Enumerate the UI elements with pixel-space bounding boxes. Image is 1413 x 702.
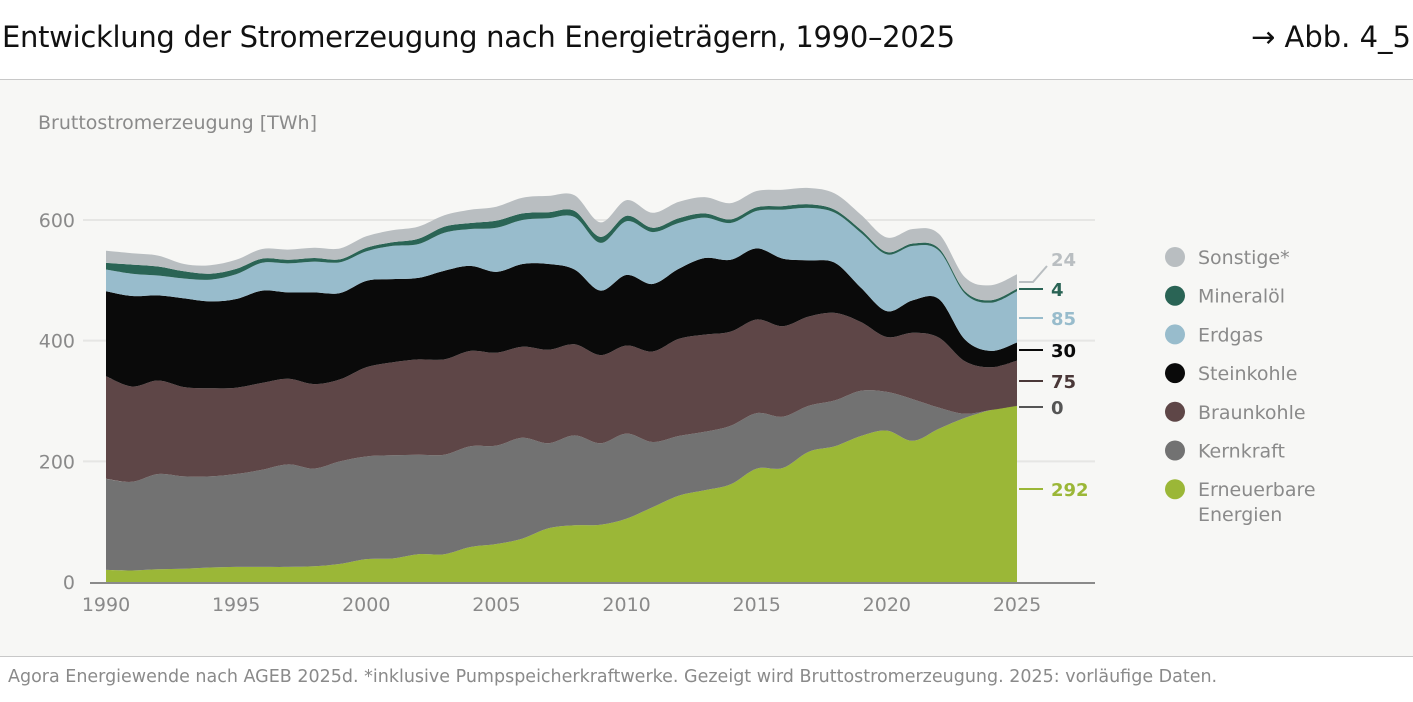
x-tick-label: 2015: [733, 594, 781, 616]
end-label: 85: [1051, 309, 1076, 330]
area-steinkohle: [106, 248, 1017, 389]
y-axis-title: Bruttostromerzeugung [TWh]: [38, 112, 317, 134]
end-label: 75: [1051, 372, 1076, 393]
legend-swatch: [1165, 285, 1185, 306]
end-label: 24: [1051, 250, 1076, 271]
legend-swatch: [1165, 247, 1185, 267]
y-tick-label: 200: [39, 451, 75, 473]
x-tick-label: 2020: [863, 594, 911, 616]
legend-swatch: [1165, 479, 1185, 500]
area-erdgas: [106, 207, 1017, 351]
legend-label: Erneuerbare Energien: [1198, 479, 1316, 526]
figure-title: Entwicklung der Stromerzeugung nach Ener…: [2, 20, 955, 54]
x-tick-label: 1990: [82, 594, 130, 616]
legend-label: Erdgas: [1198, 324, 1263, 346]
end-label-leader: [1019, 265, 1048, 283]
y-tick-label: 400: [39, 331, 75, 353]
area-kernkraft: [106, 390, 1017, 571]
legend-label: Mineralöl: [1198, 286, 1285, 308]
legend-swatch: [1165, 440, 1185, 461]
legend-swatch: [1165, 363, 1185, 384]
x-tick-label: 1995: [212, 594, 260, 616]
legend-label: Steinkohle: [1198, 363, 1297, 385]
x-tick-label: 2000: [342, 594, 390, 616]
y-tick-label: 0: [63, 572, 75, 594]
x-tick-label: 2005: [472, 594, 520, 616]
area-erneuerbare-energien: [106, 405, 1017, 582]
y-tick-label: 600: [39, 210, 75, 232]
x-tick-label: 2025: [993, 594, 1041, 616]
area-braunkohle: [106, 312, 1017, 482]
end-label: 4: [1051, 280, 1064, 301]
end-label: 0: [1051, 398, 1064, 419]
source-note: Agora Energiewende nach AGEB 2025d. *ink…: [8, 667, 1218, 687]
legend-swatch: [1165, 401, 1185, 422]
end-label: 30: [1051, 341, 1076, 362]
end-label: 292: [1051, 480, 1089, 501]
figure-reference: → Abb. 4_5: [1250, 20, 1411, 54]
legend-label: Braunkohle: [1198, 402, 1306, 424]
legend-label: Sonstige*: [1198, 247, 1290, 269]
x-tick-label: 2010: [602, 594, 650, 616]
legend-label: Kernkraft: [1198, 441, 1285, 463]
legend-swatch: [1165, 324, 1185, 345]
